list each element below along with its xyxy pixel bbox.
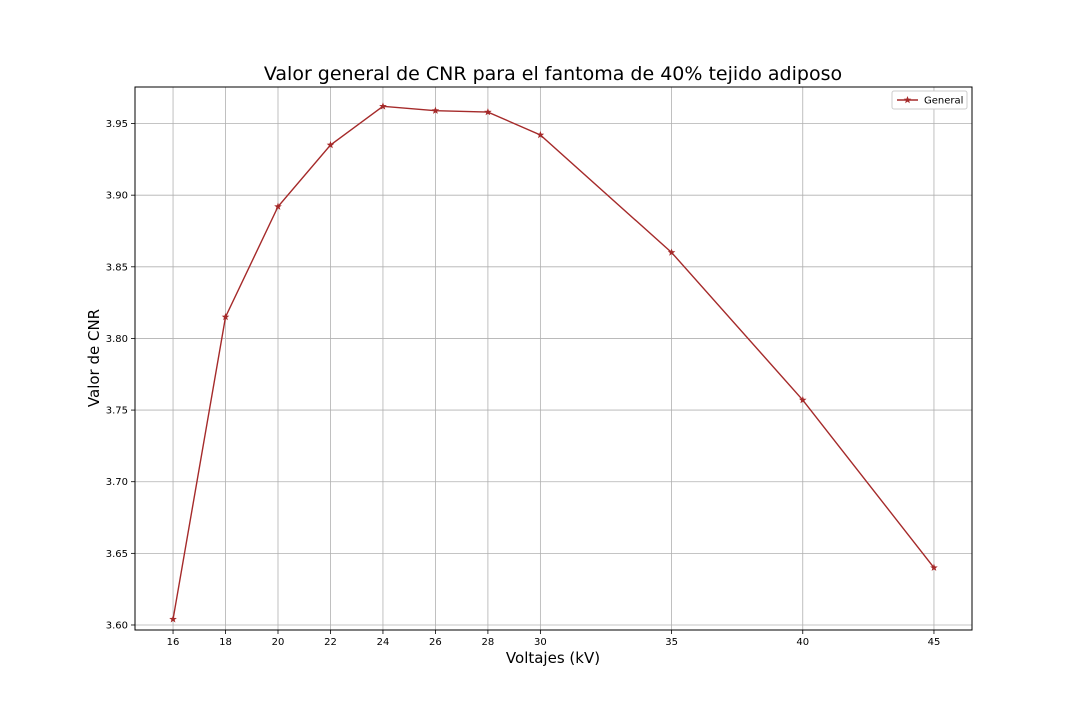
y-axis-title: Valor de CNR [85,309,103,407]
x-tick-label: 35 [665,637,678,648]
legend-box [891,90,968,110]
legend-label-general: General [924,96,963,107]
x-tick-label: 40 [796,637,809,648]
x-tick-label: 18 [219,637,232,648]
y-tick-label: 3.65 [106,549,128,560]
data-point-marker [930,563,938,571]
x-axis-title: Voltajes (kV) [506,649,600,667]
data-point-marker [379,102,387,110]
series-line-general [172,105,935,620]
data-point-marker [169,615,177,623]
x-tick-label: 28 [482,637,495,648]
grid [135,87,972,630]
axis-ticks: 16 18 20 22 24 26 28 30 35 40 45 3.60 3.65 3.70 3.75 3.… [106,119,941,648]
data-point-marker [274,202,282,210]
y-tick-label: 3.85 [106,262,128,273]
y-tick-label: 3.60 [106,620,128,631]
x-tick-label: 20 [272,637,285,648]
x-tick-label: 30 [534,637,547,648]
data-point-marker [798,396,807,404]
y-tick-label: 3.80 [106,334,128,345]
data-point-marker [326,141,335,149]
x-tick-label: 45 [928,637,941,648]
x-tick-label: 24 [377,637,390,648]
series-layer [169,102,938,623]
data-point-marker [667,248,676,256]
legend: General [891,90,968,110]
plot-area [134,86,973,631]
data-point-marker [221,312,230,321]
chart-title: Valor general de CNR para el fantoma de … [264,63,842,85]
data-point-marker [431,106,440,114]
y-tick-label: 3.70 [106,477,128,488]
y-tick-label: 3.90 [106,191,128,202]
data-point-marker [484,108,492,116]
legend-marker-star-icon [903,96,912,104]
y-tick-label: 3.95 [106,119,128,130]
data-point-marker [536,131,545,139]
x-tick-label: 26 [429,637,442,648]
x-tick-label: 16 [167,637,180,648]
y-tick-label: 3.75 [106,406,128,417]
x-tick-label: 22 [324,637,337,648]
